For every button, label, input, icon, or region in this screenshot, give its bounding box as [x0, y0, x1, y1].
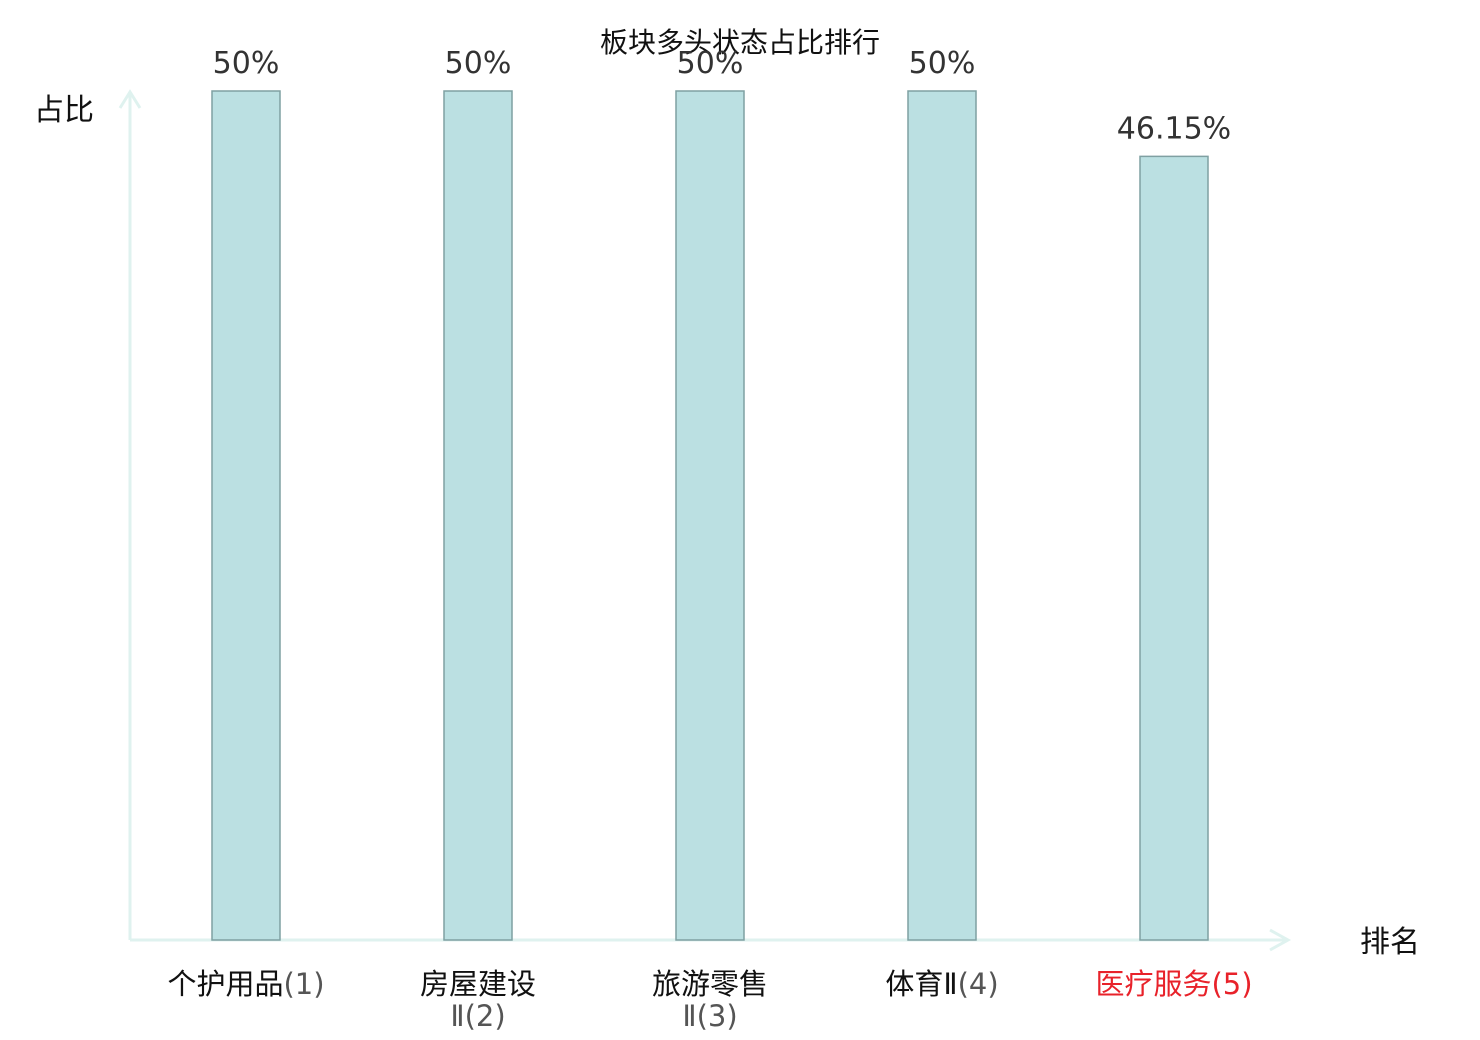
x-tick-label: 房屋建设 Ⅱ(2): [420, 967, 536, 1033]
x-tick-label: 体育Ⅱ(4): [885, 967, 998, 1001]
bar-value-label: 50%: [445, 46, 512, 81]
bar-value-label: 50%: [677, 46, 744, 81]
bar-value-label: 50%: [909, 46, 976, 81]
y-axis-label: 占比: [34, 93, 94, 128]
y-axis-arrow: [118, 89, 142, 109]
x-axis-label: 排名: [1360, 925, 1420, 960]
x-tick-label: 旅游零售 Ⅱ(3): [652, 967, 768, 1033]
bar: [443, 90, 513, 941]
chart-title: 板块多头状态占比排行: [600, 26, 880, 59]
bar-value-label: 46.15%: [1117, 111, 1231, 146]
bar: [1139, 155, 1209, 941]
bar: [675, 90, 745, 941]
bar: [211, 90, 281, 941]
x-tick-label: 个护用品(1): [167, 967, 324, 1001]
x-axis-arrow: [1269, 928, 1292, 952]
bar: [907, 90, 977, 941]
x-tick-label: 医疗服务(5): [1095, 967, 1252, 1001]
bar-value-label: 50%: [213, 46, 280, 81]
